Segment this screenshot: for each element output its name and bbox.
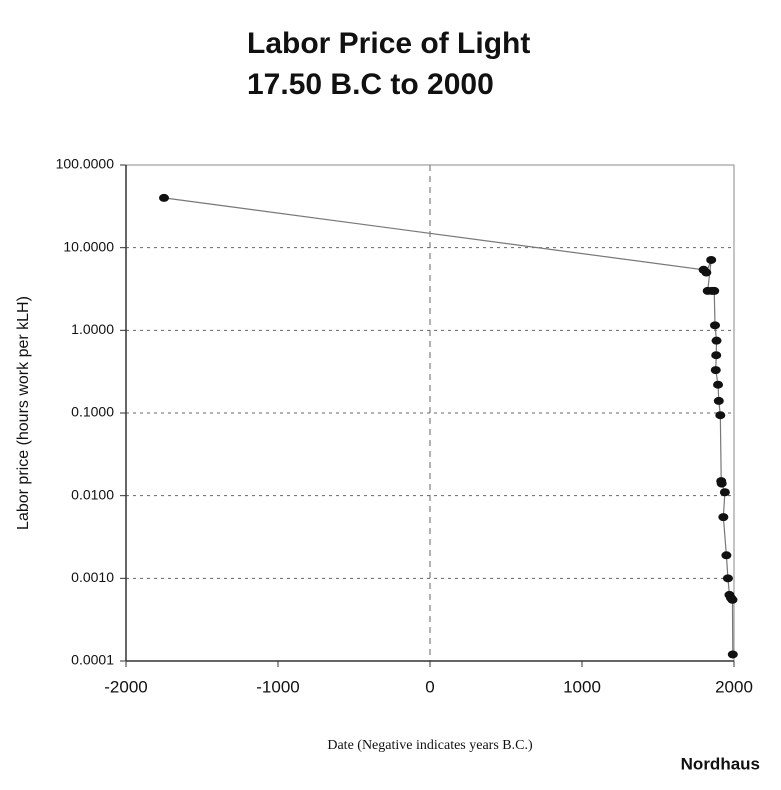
x-tick-label: -1000 <box>256 677 299 696</box>
data-point <box>727 650 738 659</box>
data-point <box>719 488 730 497</box>
data-point <box>721 551 732 560</box>
y-tick-label: 10.0000 <box>63 238 114 254</box>
data-point <box>709 286 720 295</box>
y-tick-label: 0.0100 <box>71 486 114 502</box>
y-tick-label: 0.0001 <box>71 652 114 668</box>
data-point <box>718 513 729 522</box>
data-point <box>713 380 724 389</box>
data-point <box>713 396 724 405</box>
y-axis-label: Labor price (hours work per kLH) <box>15 296 32 530</box>
data-point <box>711 336 722 345</box>
data-point <box>710 366 721 375</box>
y-tick-label: 0.1000 <box>71 404 114 420</box>
x-axis-label: Date (Negative indicates years B.C.) <box>327 738 533 753</box>
data-point <box>701 268 712 277</box>
data-point <box>159 193 169 202</box>
x-tick-label: 0 <box>425 677 434 696</box>
data-point <box>710 321 720 330</box>
data-point <box>722 574 733 583</box>
x-tick-label: 1000 <box>563 677 601 696</box>
data-line <box>163 197 734 655</box>
data-point <box>716 479 727 488</box>
x-tick-label: -2000 <box>104 677 147 696</box>
y-tick-label: 1.0000 <box>71 321 114 337</box>
y-tick-label: 0.0010 <box>71 569 114 585</box>
chart-subtitle: 17.50 B.C to 2000 <box>247 68 494 101</box>
data-point <box>727 595 738 604</box>
chart-title: Labor Price of Light <box>247 27 530 60</box>
x-tick-label: 2000 <box>715 677 753 696</box>
data-point <box>711 351 722 360</box>
data-point <box>706 255 717 264</box>
data-point <box>715 411 726 420</box>
source: Nordhaus <box>681 754 760 773</box>
y-tick-label: 100.0000 <box>56 156 115 172</box>
